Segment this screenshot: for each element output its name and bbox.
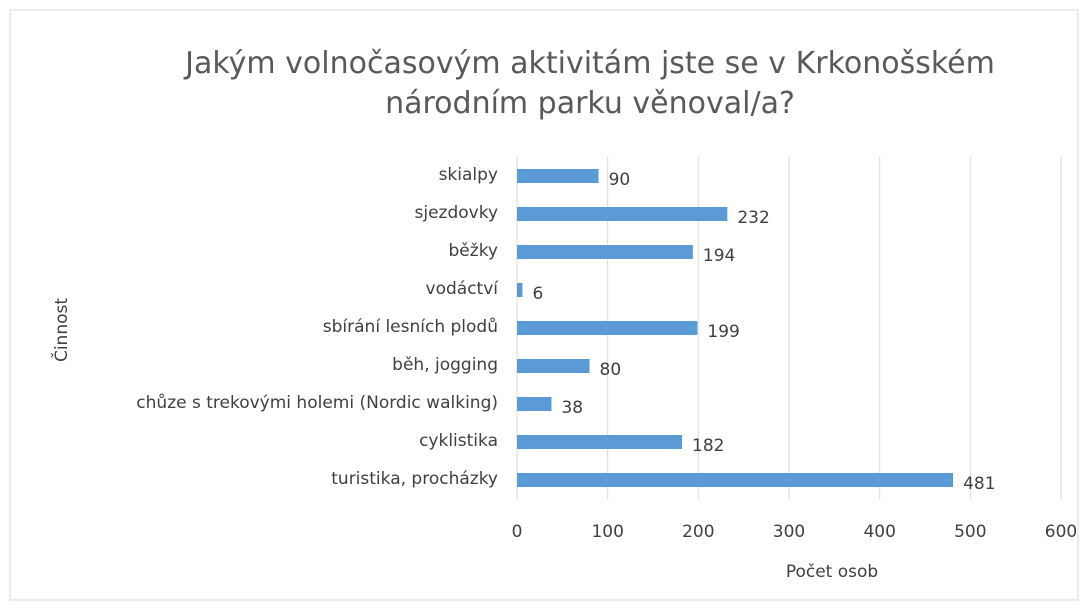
y-tick-label: cyklistika xyxy=(419,431,498,451)
bar xyxy=(517,207,728,221)
chart-border xyxy=(9,9,1079,601)
x-tick-label: 300 xyxy=(773,522,805,542)
bar xyxy=(517,473,954,487)
bar xyxy=(517,359,590,373)
x-tick-label: 600 xyxy=(1045,522,1077,542)
data-label: 38 xyxy=(561,398,583,418)
data-label: 194 xyxy=(703,246,735,266)
data-label: 6 xyxy=(532,284,543,304)
data-label: 481 xyxy=(963,474,995,494)
x-tick-label: 400 xyxy=(863,522,895,542)
y-tick-label: turistika, procházky xyxy=(331,469,498,489)
y-tick-label: sbírání lesních plodů xyxy=(323,317,498,337)
y-tick-label: sjezdovky xyxy=(414,203,498,223)
bar xyxy=(517,245,693,259)
bar xyxy=(517,169,599,183)
y-tick-label: běh, jogging xyxy=(392,355,498,375)
bar xyxy=(517,435,683,449)
y-tick-label: skialpy xyxy=(439,165,498,185)
data-label: 182 xyxy=(692,436,724,456)
y-tick-label: vodáctví xyxy=(426,279,500,299)
x-tick-label: 100 xyxy=(591,522,623,542)
bar xyxy=(517,283,523,297)
y-tick-label: běžky xyxy=(449,241,498,261)
data-label: 80 xyxy=(600,360,622,380)
y-tick-label: chůze s trekovými holemi (Nordic walking… xyxy=(136,393,498,413)
x-tick-label: 500 xyxy=(954,522,986,542)
data-label: 199 xyxy=(707,322,739,342)
x-axis-label: Počet osob xyxy=(786,562,878,582)
x-tick-label: 0 xyxy=(512,522,523,542)
bar xyxy=(517,397,552,411)
y-axis-label: Činnost xyxy=(50,298,72,362)
data-label: 232 xyxy=(737,208,769,228)
bar xyxy=(517,321,698,335)
data-label: 90 xyxy=(609,170,631,190)
x-tick-label: 200 xyxy=(682,522,714,542)
chart-title: Jakým volnočasovým aktivitám jste se v K… xyxy=(185,46,995,121)
